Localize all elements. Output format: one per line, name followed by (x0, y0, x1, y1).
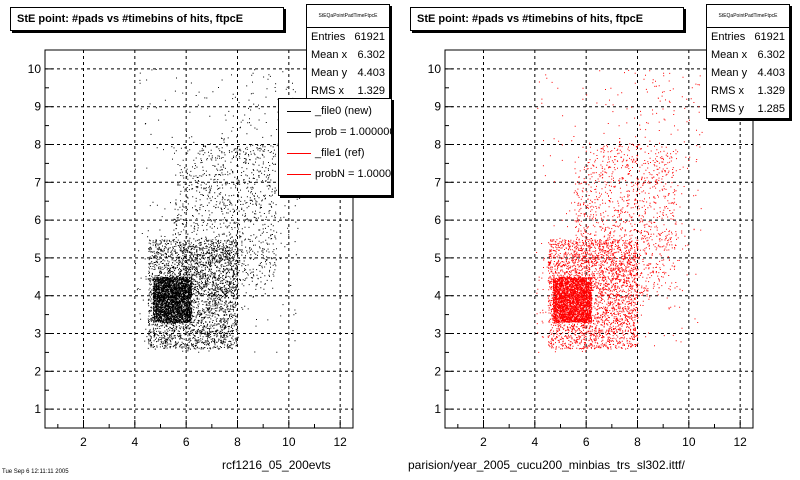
right-stats-rmsy-value: 1.285 (757, 103, 785, 115)
y-tick-label-6: 6 (34, 213, 41, 227)
left-stats-entries-label: Entries (311, 31, 346, 43)
scatter-points (134, 69, 301, 353)
right-stats-entries-value: 61921 (754, 31, 785, 43)
timestamp: Tue Sep 6 12:11:11 2005 (2, 469, 69, 475)
left-stats-rmsx-value: 1.329 (357, 85, 385, 97)
legend-swatch-prob (287, 132, 311, 133)
left-stats-meanx: Mean x 6.302 (307, 46, 389, 64)
y-tick-label-7: 7 (34, 175, 41, 189)
x-tick-label-10: 10 (682, 435, 696, 449)
y-tick-label-3: 3 (434, 327, 441, 341)
y-tick-label-8: 8 (34, 138, 41, 152)
right-file-label: parision/year_2005_cucu200_minbias_trs_s… (408, 458, 685, 472)
right-canvas-pad: 2 4 6 8 10 12 1 2 3 4 5 6 7 8 9 10 StE point: #pads vs … (400, 0, 800, 480)
scatter-points (536, 69, 703, 353)
y-tick-label-4: 4 (434, 289, 441, 303)
right-stats-rmsx-value: 1.329 (757, 85, 785, 97)
y-tick-label-10: 10 (428, 62, 442, 76)
legend-entry-probn: probN = 1.000000 (279, 164, 391, 185)
right-scatter-points (536, 69, 703, 353)
y-tick-label-2: 2 (34, 364, 41, 378)
right-stats-entries: Entries 61921 (707, 28, 789, 46)
legend-entry-file1: _file1 (ref) (279, 143, 391, 164)
left-stats-entries-value: 61921 (354, 31, 385, 43)
left-canvas-pad: 2 4 6 8 10 12 1 2 3 4 5 6 7 8 9 10 StE point: #pads vs … (2, 4, 392, 475)
y-tick-label-5: 5 (34, 251, 41, 265)
right-stats-meany-label: Mean y (711, 67, 748, 79)
y-tick-label-7: 7 (434, 175, 441, 189)
left-stats-meanx-value: 6.302 (357, 49, 385, 61)
right-stats-rmsx: RMS x 1.329 (707, 82, 789, 100)
right-stats-meany: Mean y 4.403 (707, 64, 789, 82)
y-tick-label-9: 9 (434, 100, 441, 114)
x-tick-label-4: 4 (131, 435, 138, 449)
right-stats-meanx-label: Mean x (711, 49, 748, 61)
left-stats-meanx-label: Mean x (311, 49, 348, 61)
x-tick-label-12: 12 (733, 435, 747, 449)
x-tick-label-6: 6 (583, 435, 590, 449)
y-tick-label-6: 6 (434, 213, 441, 227)
left-plot-title: StE point: #pads vs #timebins of hits, f… (10, 7, 284, 31)
x-tick-label-8: 8 (234, 435, 241, 449)
x-tick-label-6: 6 (183, 435, 190, 449)
legend-label-probn: probN = 1.000000 (315, 168, 392, 180)
x-tick-label-12: 12 (333, 435, 347, 449)
left-stats-rmsx-label: RMS x (311, 85, 344, 97)
left-stats-meany: Mean y 4.403 (307, 64, 389, 82)
legend-swatch-file0 (287, 111, 311, 112)
y-tick-label-1: 1 (34, 402, 41, 416)
right-stats-box: StEQaPointPadTimeFtpcE Entries 61921 Mean… (706, 4, 790, 119)
right-stats-entries-label: Entries (711, 31, 746, 43)
right-plot-title: StE point: #pads vs #timebins of hits, f… (410, 7, 684, 31)
legend-entry-prob: prob = 1.000000 (279, 122, 391, 143)
left-legend: _file0 (new) prob = 1.000000 _file1 (ref… (278, 98, 392, 196)
x-tick-label-2: 2 (80, 435, 87, 449)
right-stats-meanx-value: 6.302 (757, 49, 785, 61)
y-tick-label-8: 8 (434, 138, 441, 152)
x-tick-label-10: 10 (282, 435, 296, 449)
right-stats-meany-value: 4.403 (757, 67, 785, 79)
legend-label-file0: _file0 (new) (315, 105, 372, 117)
y-tick-label-4: 4 (34, 289, 41, 303)
right-stats-name: StEQaPointPadTimeFtpcE (707, 5, 789, 28)
legend-swatch-file1 (287, 153, 311, 154)
right-stats-rmsy-label: RMS y (711, 103, 744, 115)
legend-label-file1: _file1 (ref) (315, 147, 365, 159)
x-tick-label-8: 8 (634, 435, 641, 449)
y-tick-label-9: 9 (34, 100, 41, 114)
left-stats-box: StEQaPointPadTimeFtpcE Entries 61921 Mean… (306, 4, 390, 101)
x-tick-label-4: 4 (531, 435, 538, 449)
left-stats-entries: Entries 61921 (307, 28, 389, 46)
y-tick-label-3: 3 (34, 327, 41, 341)
left-stats-name: StEQaPointPadTimeFtpcE (307, 5, 389, 28)
legend-entry-file0: _file0 (new) (279, 101, 391, 122)
legend-swatch-probn (287, 174, 311, 175)
right-stats-meanx: Mean x 6.302 (707, 46, 789, 64)
right-stats-rmsx-label: RMS x (711, 85, 744, 97)
left-title-text: StE point: #pads vs #timebins of hits, f… (17, 13, 244, 25)
left-stats-rmsx: RMS x 1.329 (307, 82, 389, 100)
left-file-label: rcf1216_05_200evts (222, 458, 331, 472)
left-scatter-points (134, 69, 301, 353)
right-title-text: StE point: #pads vs #timebins of hits, f… (417, 13, 644, 25)
left-stats-meany-label: Mean y (311, 67, 348, 79)
legend-label-prob: prob = 1.000000 (315, 126, 392, 138)
y-tick-label-1: 1 (434, 402, 441, 416)
x-tick-label-2: 2 (480, 435, 487, 449)
right-stats-rmsy: RMS y 1.285 (707, 100, 789, 118)
left-stats-meany-value: 4.403 (357, 67, 385, 79)
y-tick-label-2: 2 (434, 364, 441, 378)
y-tick-label-10: 10 (28, 62, 42, 76)
y-tick-label-5: 5 (434, 251, 441, 265)
